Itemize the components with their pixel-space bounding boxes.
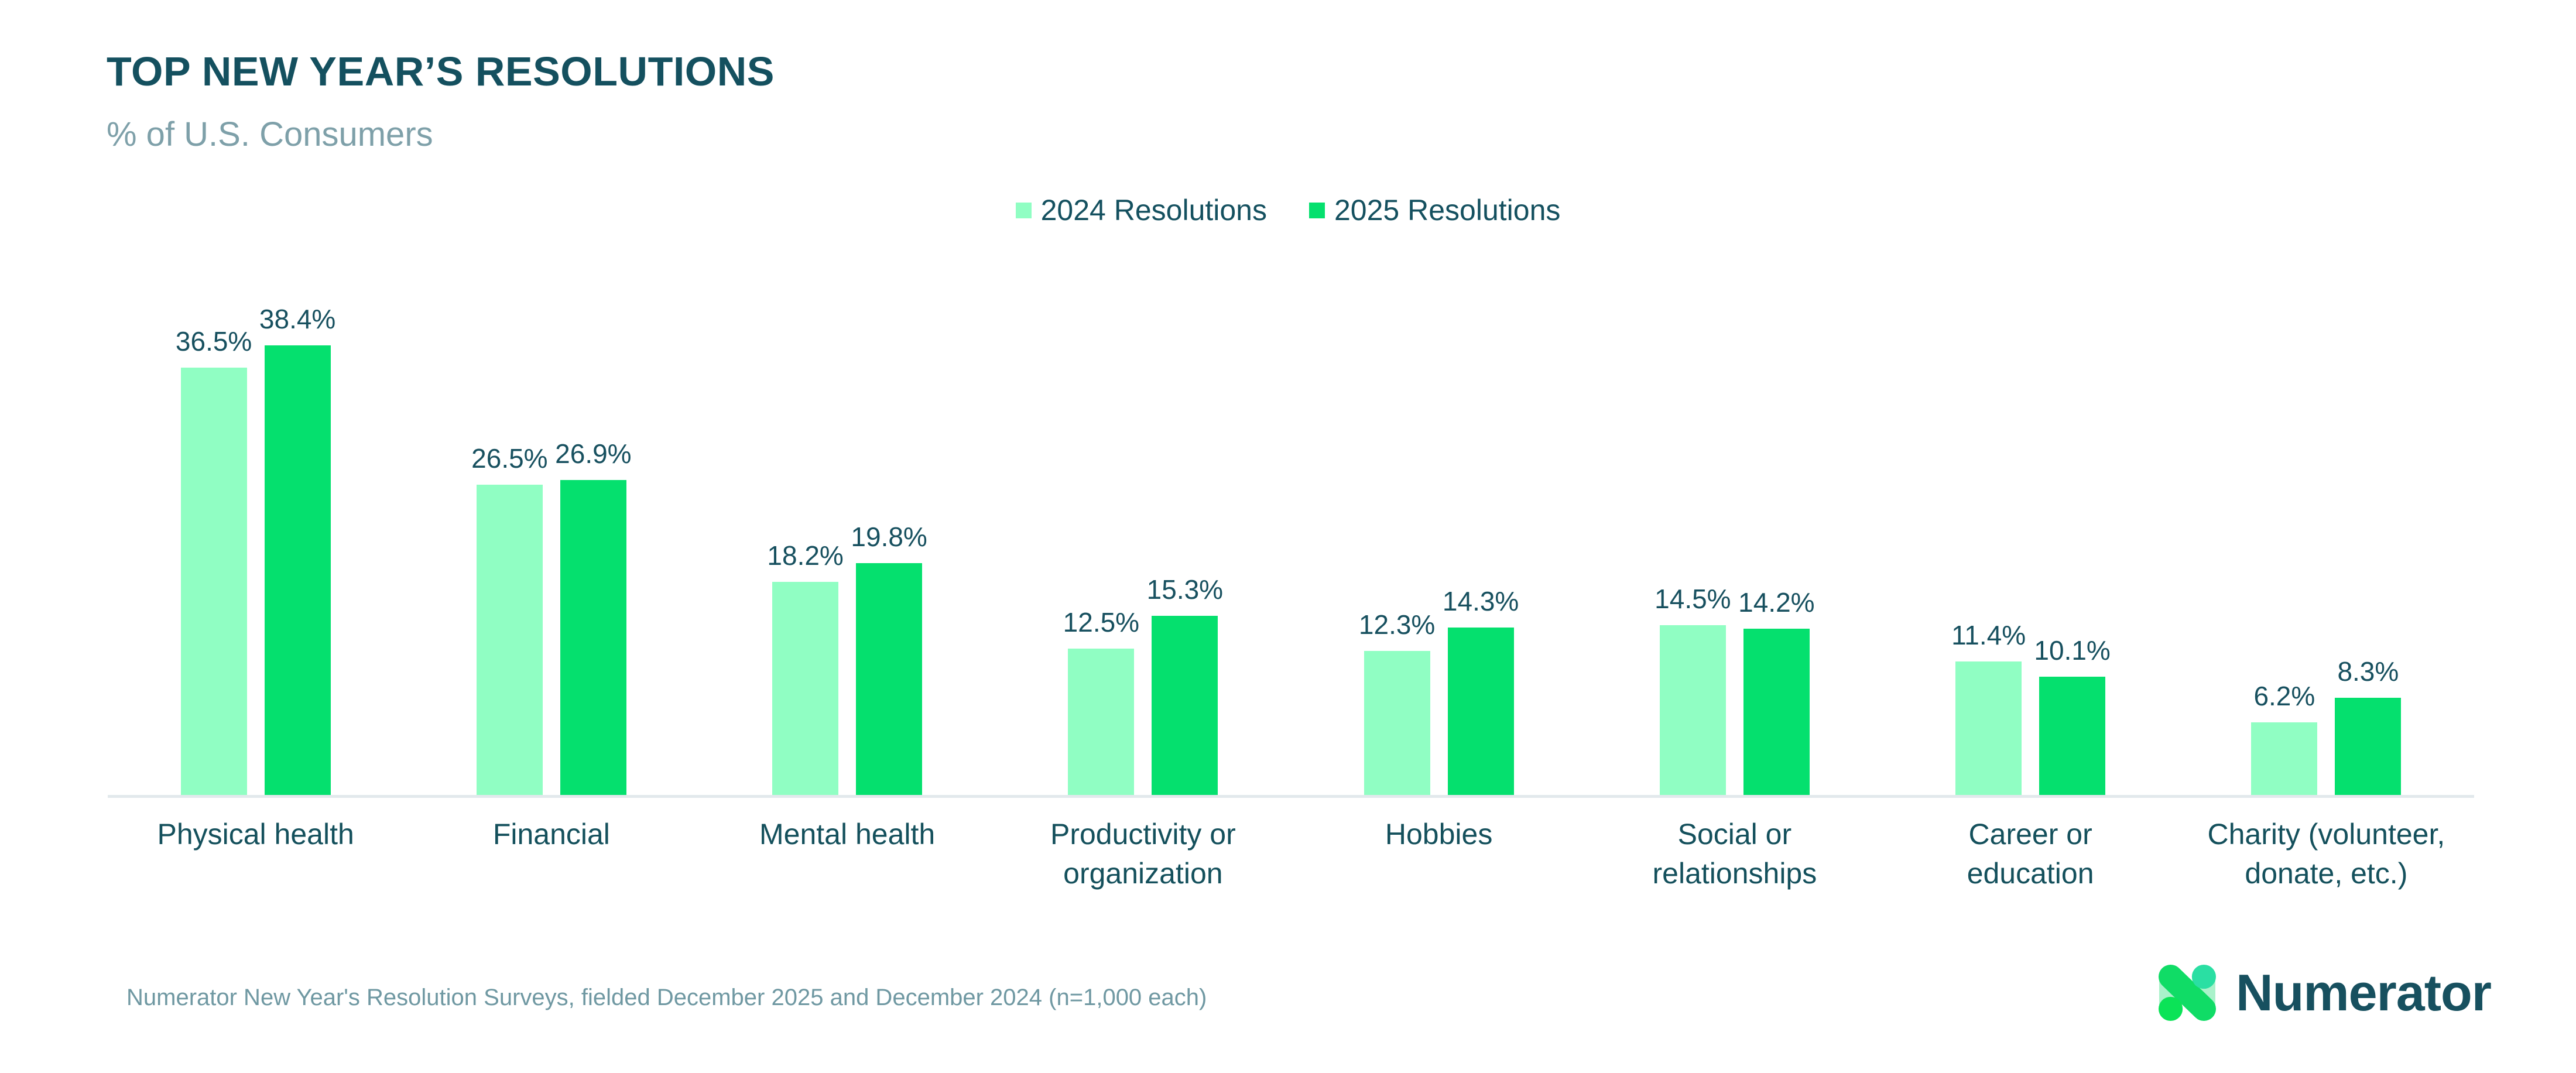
bar-value-label: 14.2% (1738, 587, 1815, 618)
bar-value-label: 36.5% (175, 326, 252, 356)
category-label-financial: Financial (492, 818, 610, 851)
legend: 2024 Resolutions 2025 Resolutions (0, 193, 2576, 227)
bar-group-hobbies: 12.3% 14.3% (1291, 588, 1587, 795)
bar-2025-resolutions-career-or-education (2039, 677, 2106, 795)
numerator-logo-icon (2159, 964, 2217, 1021)
bar-2024-resolutions-productivity-or-organization (1068, 649, 1135, 795)
x-axis-line (108, 795, 2474, 798)
bar-2024-resolutions-social-or-relationships (1659, 625, 1726, 795)
bar-value-label: 11.4% (1951, 620, 2026, 650)
bar-value-label: 26.5% (471, 443, 548, 474)
bar-2025-resolutions-charity-volunteer-donate-etc (2335, 698, 2402, 795)
bar-value-label: 14.5% (1654, 584, 1731, 614)
bar-group-social-or-relationships: 14.5% 14.2% (1587, 585, 1882, 795)
source-note: Numerator New Year's Resolution Surveys,… (126, 985, 1207, 1010)
bar-value-label: 19.8% (851, 522, 927, 552)
category-label-career-or-education: Career or education (1967, 818, 2094, 890)
bar-wrap: 26.5% (471, 445, 548, 795)
bar-wrap: 11.4% (1951, 622, 2026, 795)
bar-value-label: 10.1% (2034, 635, 2111, 666)
bar-wrap: 6.2% (2251, 681, 2318, 795)
chart-subtitle: % of U.S. Consumers (107, 115, 433, 153)
chart-header: TOP NEW YEAR’S RESOLUTIONS % of U.S. Con… (107, 48, 775, 154)
category-label-mental-health: Mental health (759, 818, 936, 851)
bar-2025-resolutions-financial (560, 480, 626, 795)
chart-title: TOP NEW YEAR’S RESOLUTIONS (107, 49, 775, 94)
bar-2025-resolutions-mental-health (856, 563, 923, 795)
bar-wrap: 15.3% (1147, 576, 1223, 795)
bar-2024-resolutions-mental-health (772, 582, 839, 795)
legend-item-2024-resolutions: 2024 Resolutions (1015, 193, 1267, 227)
category-label-physical-health: Physical health (157, 818, 354, 851)
bar-wrap: 14.2% (1738, 589, 1815, 795)
bar-wrap: 19.8% (851, 523, 927, 795)
bar-value-label: 15.3% (1146, 574, 1224, 605)
bar-group-charity-volunteer-donate-etc: 6.2% 8.3% (2178, 658, 2474, 795)
bar-group-financial: 26.5% 26.9% (403, 440, 699, 795)
bar-value-label: 18.2% (767, 540, 844, 571)
bar-2025-resolutions-hobbies (1447, 628, 1514, 795)
category-label-social-or-relationships: Social or relationships (1652, 818, 1817, 890)
bar-group-physical-health: 36.5% 38.4% (108, 306, 403, 795)
bar-value-label: 8.3% (2337, 656, 2399, 687)
bar-value-label: 26.9% (555, 438, 632, 469)
legend-label: 2024 Resolutions (1040, 194, 1267, 227)
bar-2025-resolutions-physical-health (264, 345, 331, 795)
bar-wrap: 14.5% (1654, 585, 1731, 795)
bar-2025-resolutions-social-or-relationships (1743, 629, 1810, 795)
bar-2024-resolutions-financial (476, 485, 543, 795)
bar-group-mental-health: 18.2% 19.8% (700, 523, 995, 795)
bar-2025-resolutions-productivity-or-organization (1152, 616, 1218, 795)
category-label-productivity-or-organization: Productivity or organization (1050, 818, 1236, 890)
category-axis-labels: Physical health Financial Mental health Pro… (108, 815, 2474, 893)
bar-2024-resolutions-physical-health (180, 368, 247, 795)
bar-wrap: 10.1% (2034, 637, 2111, 795)
legend-swatch-2024-resolutions (1015, 202, 1032, 218)
bar-wrap: 12.5% (1063, 609, 1139, 795)
bar-value-label: 12.3% (1358, 609, 1436, 640)
bar-value-label: 6.2% (2253, 681, 2315, 711)
bar-group-productivity-or-organization: 12.5% 15.3% (995, 576, 1291, 795)
bar-wrap: 8.3% (2335, 656, 2402, 795)
bar-wrap: 18.2% (767, 542, 844, 795)
bar-chart: 36.5% 38.4% 26.5% 26.9% 18.2% 19.8% 12.5% 15.3%… (108, 292, 2474, 795)
numerator-logo-text: Numerator (2236, 964, 2492, 1021)
bar-wrap: 14.3% (1443, 588, 1519, 795)
bar-value-label: 12.5% (1063, 607, 1140, 637)
category-label-hobbies: Hobbies (1385, 818, 1493, 851)
category-label-charity-volunteer-donate-etc: Charity (volunteer, donate, etc.) (2207, 818, 2445, 890)
numerator-logo: Numerator (2159, 963, 2492, 1023)
bar-2024-resolutions-charity-volunteer-donate-etc (2251, 722, 2318, 795)
bar-2024-resolutions-career-or-education (1955, 661, 2022, 795)
bar-2024-resolutions-hobbies (1364, 651, 1430, 795)
bar-wrap: 38.4% (259, 306, 335, 795)
bar-group-career-or-education: 11.4% 10.1% (1883, 622, 2178, 795)
bar-value-label: 38.4% (259, 304, 336, 334)
legend-item-2025-resolutions: 2025 Resolutions (1309, 193, 1560, 227)
bar-value-label: 14.3% (1442, 586, 1519, 616)
legend-swatch-2025-resolutions (1309, 202, 1325, 218)
bar-wrap: 12.3% (1359, 611, 1435, 795)
bar-wrap: 36.5% (176, 328, 252, 795)
legend-label: 2025 Resolutions (1334, 194, 1561, 227)
bar-wrap: 26.9% (555, 440, 632, 795)
